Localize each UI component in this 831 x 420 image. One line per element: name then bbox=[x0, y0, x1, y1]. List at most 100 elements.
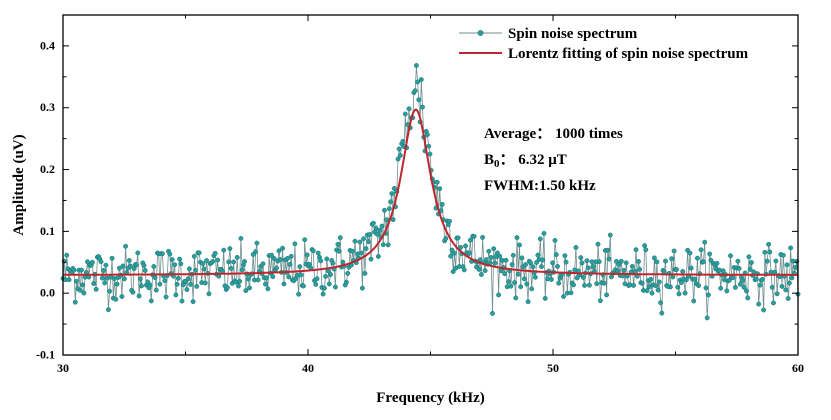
noise-point bbox=[332, 284, 338, 290]
noise-point bbox=[93, 286, 99, 292]
noise-point bbox=[271, 256, 277, 261]
noise-point bbox=[134, 262, 140, 268]
noise-point bbox=[607, 232, 613, 238]
noise-point bbox=[772, 269, 778, 275]
noise-point bbox=[675, 284, 681, 290]
noise-point bbox=[463, 243, 468, 249]
noise-point bbox=[789, 275, 795, 281]
noise-point bbox=[707, 251, 713, 257]
noise-point bbox=[764, 258, 770, 264]
noise-point bbox=[674, 267, 679, 272]
noise-point bbox=[379, 223, 385, 229]
noise-point bbox=[636, 259, 641, 264]
noise-point bbox=[687, 250, 693, 256]
noise-point bbox=[590, 264, 596, 270]
noise-point bbox=[718, 285, 724, 291]
noise-point bbox=[123, 243, 129, 249]
noise-point bbox=[552, 237, 558, 243]
noise-point bbox=[443, 236, 449, 241]
noise-point bbox=[747, 266, 753, 272]
noise-point bbox=[488, 255, 494, 260]
noise-point bbox=[172, 262, 178, 268]
noise-point bbox=[528, 260, 533, 266]
annotation-b0-value: ： 6.32 μT bbox=[500, 152, 567, 168]
noise-point bbox=[385, 242, 391, 248]
noise-point bbox=[426, 143, 432, 149]
noise-point bbox=[420, 104, 425, 110]
noise-point bbox=[632, 268, 638, 274]
noise-point bbox=[126, 258, 132, 263]
noise-point bbox=[362, 270, 368, 276]
noise-point bbox=[606, 256, 612, 262]
legend-noise-marker bbox=[477, 30, 484, 36]
noise-point bbox=[680, 269, 686, 274]
noise-point bbox=[720, 268, 726, 274]
noise-point bbox=[302, 237, 308, 243]
noise-point bbox=[163, 294, 169, 300]
x-tick-label: 40 bbox=[302, 361, 314, 375]
noise-point bbox=[427, 151, 433, 157]
noise-point bbox=[415, 79, 421, 85]
noise-point bbox=[735, 258, 741, 264]
y-tick-label: 0.4 bbox=[40, 38, 55, 52]
noise-point bbox=[177, 256, 183, 262]
noise-point bbox=[263, 281, 268, 287]
noise-point bbox=[683, 277, 689, 283]
noise-point bbox=[745, 295, 751, 301]
noise-point bbox=[238, 235, 244, 241]
noise-point bbox=[157, 281, 163, 287]
noise-point bbox=[243, 288, 249, 294]
noise-point bbox=[324, 256, 330, 262]
noise-point bbox=[121, 276, 127, 282]
noise-point bbox=[74, 278, 79, 284]
noise-point bbox=[678, 280, 684, 285]
noise-point bbox=[212, 250, 218, 256]
noise-point bbox=[400, 138, 406, 144]
noise-point bbox=[374, 231, 380, 237]
noise-point bbox=[141, 263, 147, 269]
noise-point bbox=[568, 290, 574, 296]
noise-point bbox=[517, 242, 522, 248]
noise-point bbox=[655, 287, 661, 293]
annotation-block: Average： 1000 times B0： 6.32 μT FWHM:1.5… bbox=[484, 126, 623, 194]
noise-point bbox=[730, 275, 736, 281]
noise-point bbox=[550, 260, 556, 266]
noise-point bbox=[368, 256, 374, 262]
noise-point bbox=[386, 206, 392, 212]
noise-point bbox=[492, 260, 498, 266]
noise-point bbox=[288, 253, 294, 259]
noise-point bbox=[89, 259, 95, 265]
noise-point bbox=[345, 270, 351, 276]
x-tick-label: 30 bbox=[57, 361, 69, 375]
noise-point bbox=[361, 236, 367, 242]
noise-point bbox=[226, 259, 232, 265]
noise-point bbox=[366, 239, 371, 245]
noise-point bbox=[480, 234, 486, 240]
noise-point bbox=[210, 258, 216, 264]
noise-point bbox=[418, 77, 424, 83]
noise-point bbox=[340, 259, 346, 265]
y-tick-label: 0.0 bbox=[40, 286, 55, 300]
noise-point bbox=[692, 276, 698, 282]
noise-point bbox=[231, 259, 237, 265]
noise-point bbox=[191, 253, 197, 259]
legend-fit-label: Lorentz fitting of spin noise spectrum bbox=[508, 46, 749, 62]
noise-point bbox=[247, 285, 252, 291]
noise-point bbox=[350, 248, 356, 254]
noise-point bbox=[120, 263, 126, 269]
noise-point bbox=[519, 255, 525, 261]
noise-point bbox=[573, 245, 579, 250]
noise-point bbox=[728, 253, 733, 259]
noise-point bbox=[285, 255, 290, 261]
noise-point bbox=[629, 263, 635, 269]
noise-point bbox=[663, 258, 668, 264]
noise-point bbox=[537, 236, 543, 242]
noise-point bbox=[532, 274, 538, 280]
noise-point bbox=[113, 296, 119, 302]
noise-point bbox=[659, 310, 665, 316]
noise-point bbox=[185, 276, 191, 282]
noise-point bbox=[375, 254, 381, 259]
noise-point bbox=[483, 257, 489, 263]
noise-point bbox=[336, 248, 342, 254]
